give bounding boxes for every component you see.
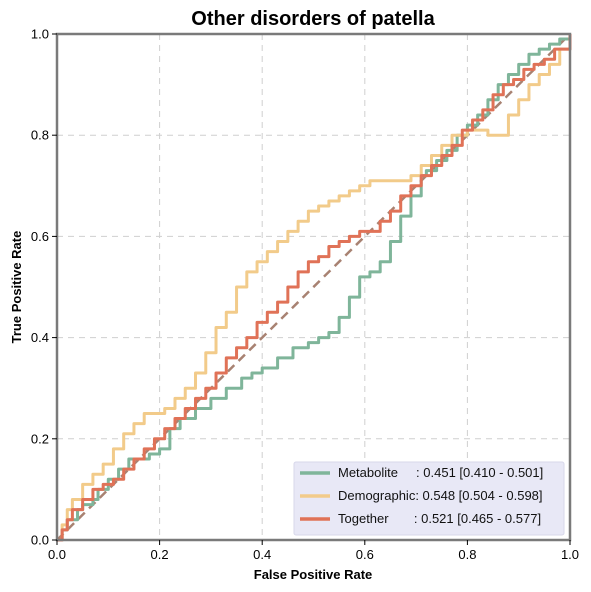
x-tick-label-5: 1.0 bbox=[561, 547, 579, 562]
y-tick-label-3: 0.6 bbox=[31, 229, 49, 244]
x-axis-ticks: 0.0 0.2 0.4 0.6 0.8 1.0 bbox=[48, 540, 579, 562]
x-tick-label-4: 0.8 bbox=[458, 547, 476, 562]
x-tick-label-0: 0.0 bbox=[48, 547, 66, 562]
y-tick-label-2: 0.4 bbox=[31, 330, 49, 345]
legend-label-metabolite: Metabolite : 0.451 [0.410 - 0.501] bbox=[338, 465, 543, 480]
y-tick-label-1: 0.2 bbox=[31, 431, 49, 446]
x-tick-label-1: 0.2 bbox=[151, 547, 169, 562]
y-axis-label: True Positive Rate bbox=[9, 231, 24, 344]
y-axis-ticks: 0.0 0.2 0.4 0.6 0.8 1.0 bbox=[31, 27, 57, 548]
y-tick-label-0: 0.0 bbox=[31, 533, 49, 548]
legend-label-demographic: Demographic: 0.548 [0.504 - 0.598] bbox=[338, 488, 543, 503]
legend-label-together: Together : 0.521 [0.465 - 0.577] bbox=[338, 511, 541, 526]
y-tick-label-4: 0.8 bbox=[31, 128, 49, 143]
x-tick-label-2: 0.4 bbox=[253, 547, 271, 562]
legend: Metabolite : 0.451 [0.410 - 0.501] Demog… bbox=[294, 462, 564, 535]
x-tick-label-3: 0.6 bbox=[356, 547, 374, 562]
x-axis-label: False Positive Rate bbox=[254, 567, 373, 582]
y-tick-label-5: 1.0 bbox=[31, 27, 49, 42]
chart-title: Other disorders of patella bbox=[191, 8, 435, 30]
